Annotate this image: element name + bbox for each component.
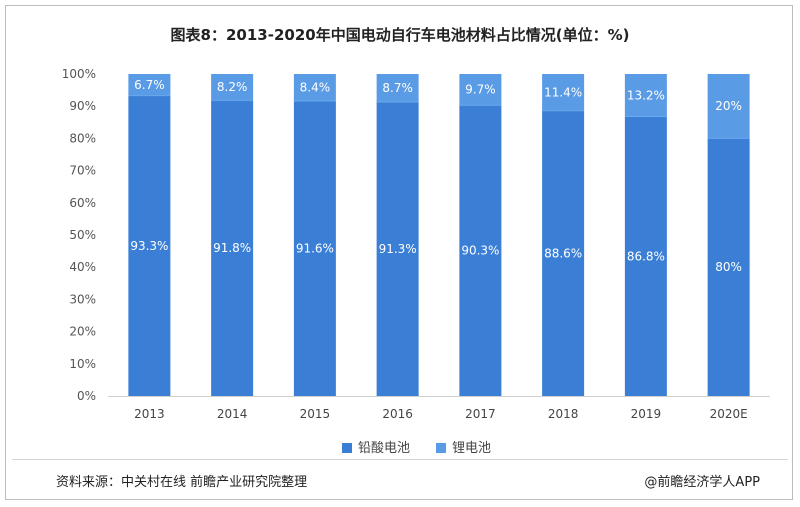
bar-segment-lithium	[707, 74, 750, 139]
chart-title: 图表8：2013-2020年中国电动自行车电池材料占比情况(单位：%)	[170, 26, 630, 44]
y-tick-label: 70%	[69, 164, 96, 178]
data-label-lithium: 20%	[715, 99, 742, 113]
bar-segment-lead-acid	[211, 100, 254, 397]
bar-segment-lead-acid	[624, 116, 667, 396]
data-label-lithium: 11.4%	[544, 85, 582, 99]
data-label-lead-acid: 80%	[715, 260, 742, 274]
data-label-lithium: 8.4%	[300, 81, 331, 95]
legend-label: 锂电池	[452, 441, 491, 456]
bar-segment-lead-acid	[707, 138, 750, 396]
bar-segment-lithium	[542, 74, 585, 111]
x-tick-label: 2016	[382, 407, 413, 421]
data-label-lead-acid: 91.6%	[296, 242, 334, 256]
y-tick-label: 10%	[69, 357, 96, 371]
legend-swatch	[342, 443, 352, 453]
data-label-lead-acid: 91.3%	[379, 242, 417, 256]
bar-segment-lithium	[211, 74, 254, 101]
x-tick-label: 2018	[548, 407, 579, 421]
y-tick-label: 90%	[69, 99, 96, 113]
bar-segment-lead-acid	[376, 102, 419, 396]
bar-segment-lithium	[293, 74, 336, 102]
data-label-lead-acid: 93.3%	[130, 239, 168, 253]
y-tick-label: 30%	[69, 292, 96, 306]
source-note: 资料来源：中关村在线 前瞻产业研究院整理	[56, 475, 308, 490]
bar-segment-lead-acid	[128, 95, 171, 396]
legend-swatch	[436, 443, 446, 453]
data-label-lithium: 9.7%	[465, 83, 496, 97]
data-label-lead-acid: 86.8%	[627, 249, 665, 263]
bar-segment-lithium	[128, 74, 171, 96]
data-label-lithium: 13.2%	[627, 88, 665, 102]
data-label-lithium: 8.7%	[382, 81, 413, 95]
y-tick-label: 50%	[69, 228, 96, 242]
y-tick-label: 100%	[62, 67, 96, 81]
bar-segment-lead-acid	[542, 110, 585, 396]
y-tick-label: 20%	[69, 325, 96, 339]
y-tick-label: 0%	[77, 389, 96, 403]
x-tick-label: 2013	[134, 407, 165, 421]
bar-segment-lithium	[376, 74, 419, 103]
x-tick-label: 2017	[465, 407, 496, 421]
y-tick-label: 80%	[69, 131, 96, 145]
data-label-lead-acid: 91.8%	[213, 241, 251, 255]
bar-segment-lead-acid	[293, 101, 336, 396]
data-label-lead-acid: 88.6%	[544, 246, 582, 260]
data-label-lithium: 6.7%	[134, 78, 165, 92]
x-tick-label: 2020E	[710, 407, 748, 421]
data-label-lithium: 8.2%	[217, 80, 248, 94]
y-tick-label: 60%	[69, 196, 96, 210]
x-tick-label: 2015	[300, 407, 331, 421]
y-tick-label: 40%	[69, 260, 96, 274]
bar-segment-lead-acid	[459, 105, 502, 396]
data-label-lead-acid: 90.3%	[461, 244, 499, 258]
x-tick-label: 2014	[217, 407, 248, 421]
x-tick-label: 2019	[631, 407, 662, 421]
credit-note: @前瞻经济学人APP	[644, 475, 760, 490]
footer-divider	[12, 459, 788, 460]
legend-label: 铅酸电池	[358, 441, 410, 456]
bar-segment-lithium	[624, 74, 667, 117]
bar-segment-lithium	[459, 74, 502, 106]
